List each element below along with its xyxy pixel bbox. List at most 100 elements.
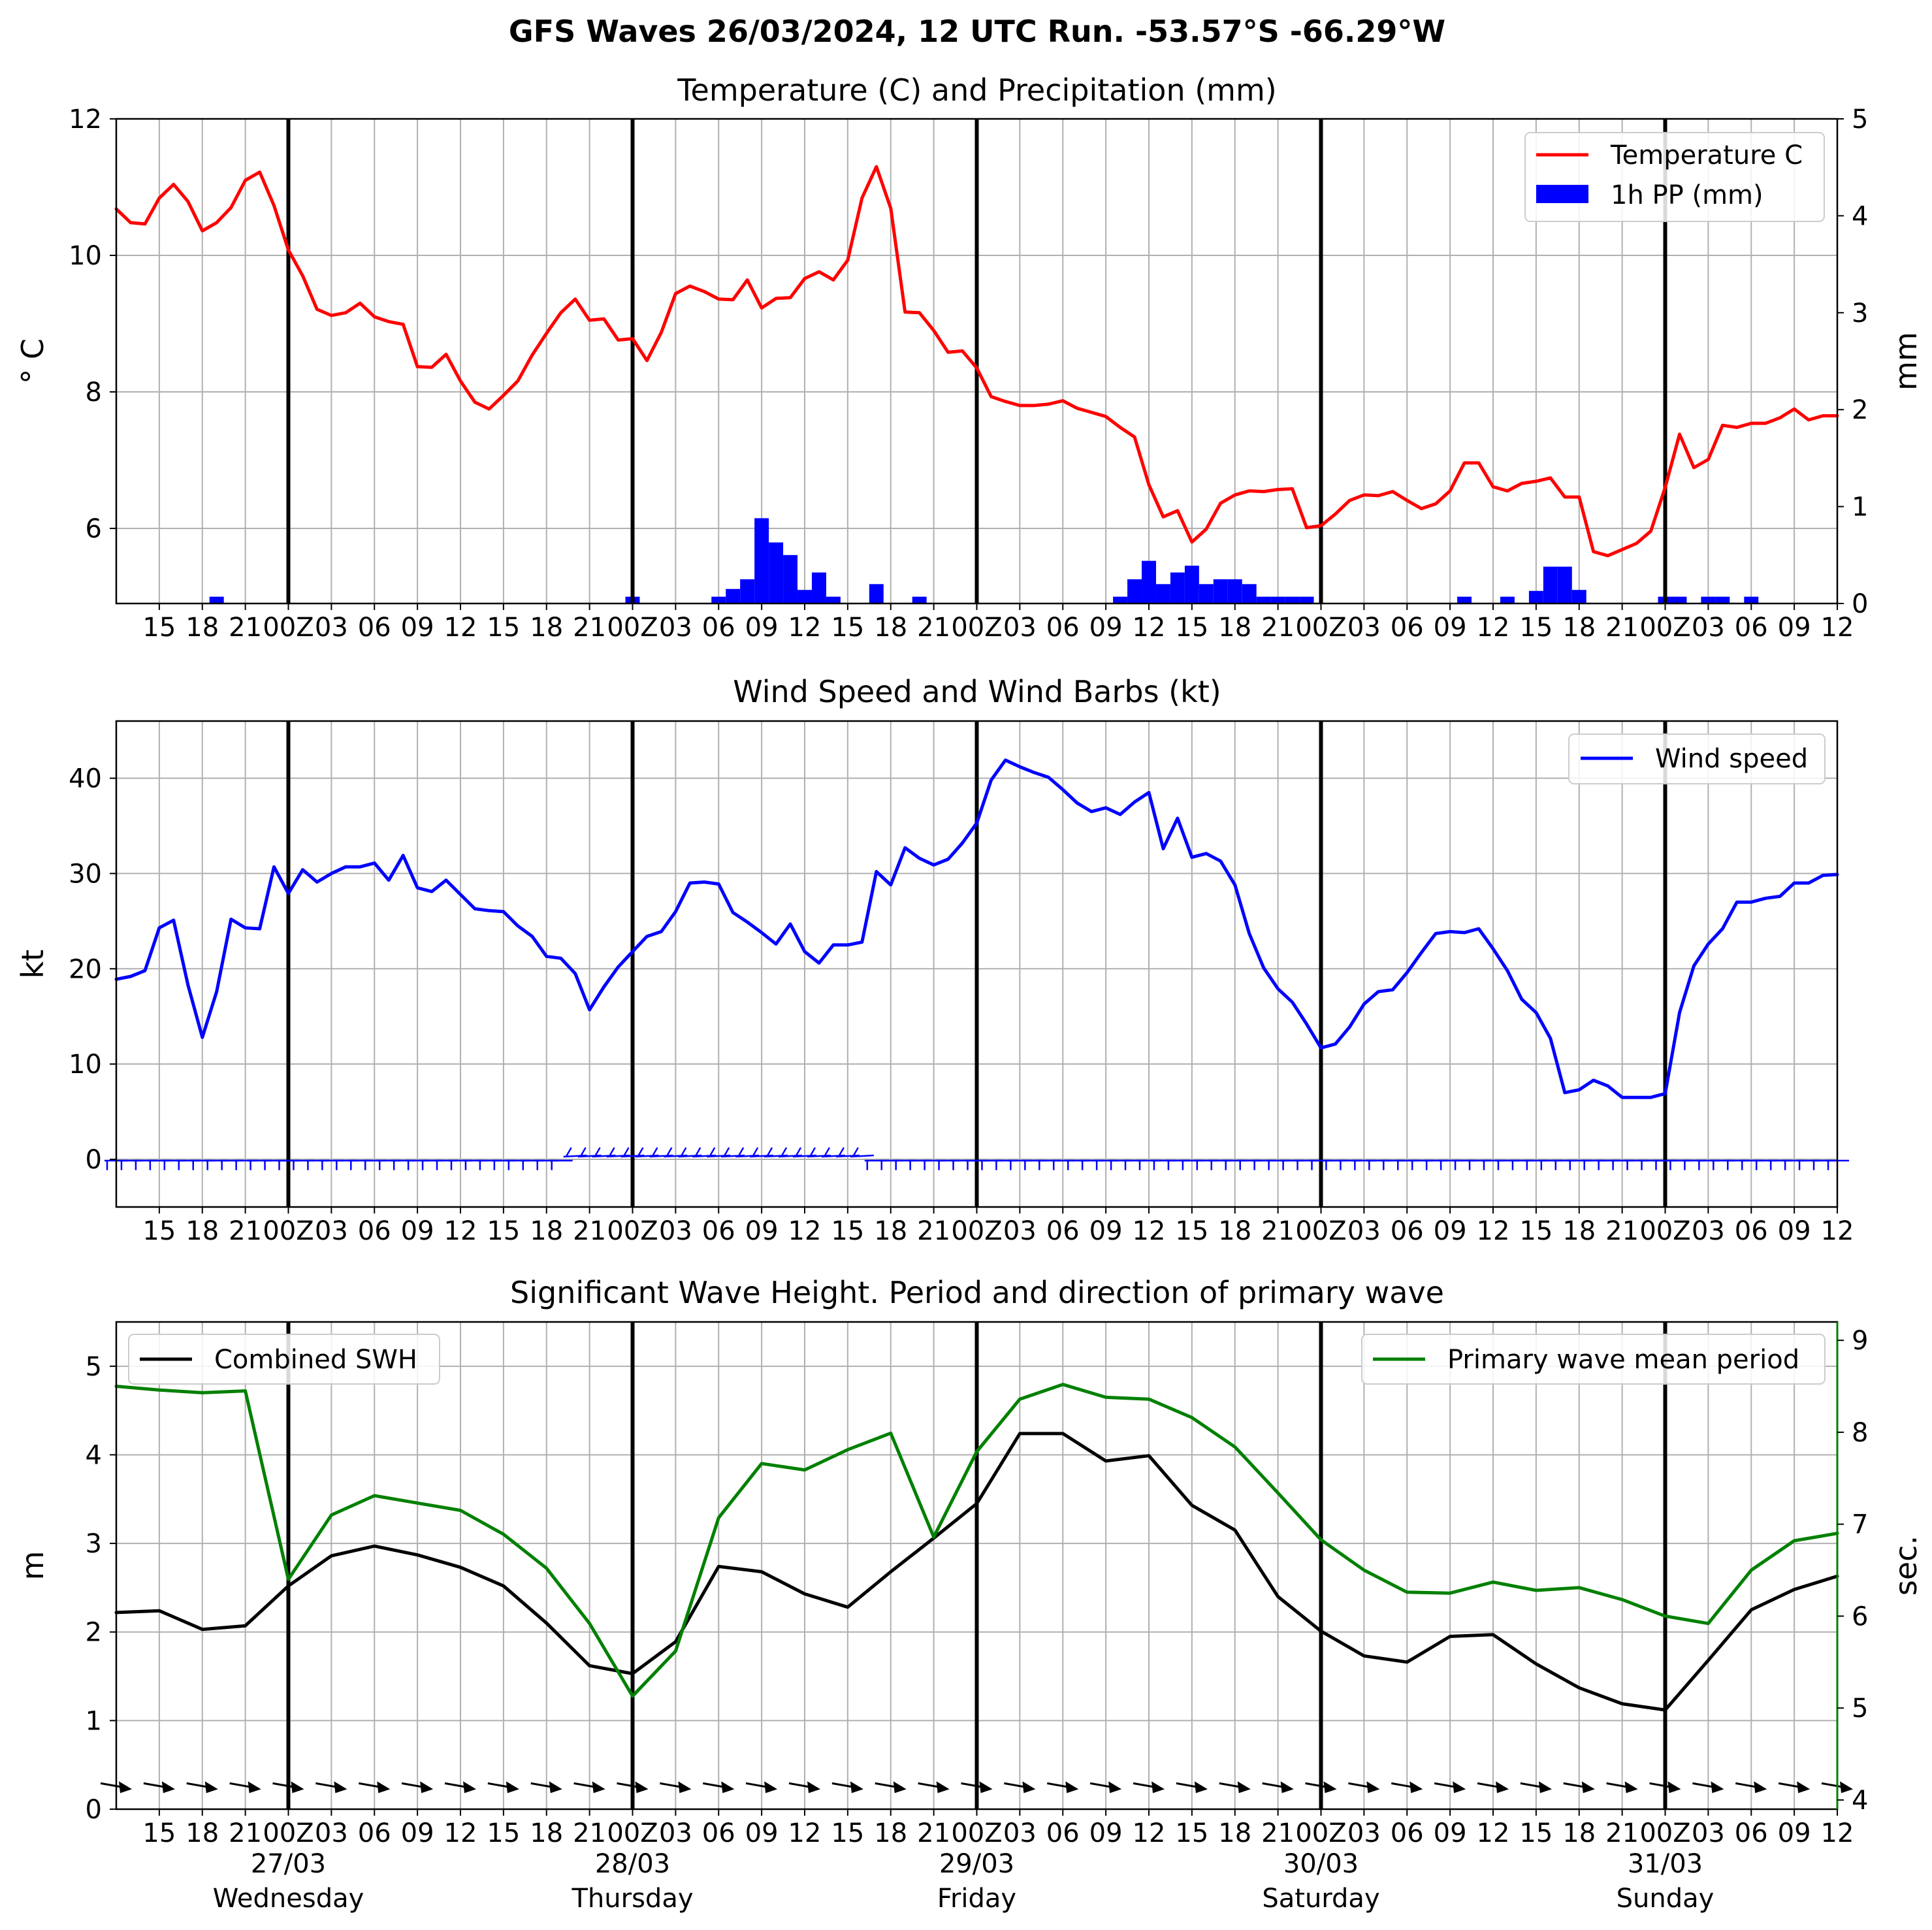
precip-bar: [1715, 596, 1730, 603]
y2-tick-label: 4: [1852, 1786, 1868, 1816]
wave-arrow-head: [979, 1781, 993, 1793]
x-tick-label: 15: [831, 1216, 864, 1246]
precip-bar: [754, 518, 769, 603]
wave-arrow-head: [204, 1781, 218, 1793]
y-tick-label: 6: [86, 514, 102, 544]
x-tick-label: 09: [745, 1818, 779, 1848]
period-line: [114, 1383, 1839, 1698]
day-date-label: 28/03: [595, 1849, 670, 1879]
x-tick-label: 18: [530, 1216, 563, 1246]
wave-arrow-head: [764, 1781, 778, 1793]
x-tick-label: 03: [315, 1818, 348, 1848]
x-tick-label: 15: [487, 1216, 520, 1246]
wind-barb-flag: [565, 1147, 572, 1157]
wave-arrow-shaft: [1262, 1782, 1285, 1788]
wave-arrow-head: [936, 1781, 950, 1793]
precip-bar: [1285, 596, 1300, 603]
y-tick-label: 10: [69, 241, 102, 271]
wind-barb-flag: [680, 1147, 687, 1157]
y-tick-label: 1: [86, 1706, 102, 1736]
x-tick-label: 00Z: [263, 1216, 314, 1246]
wave-arrow-head: [334, 1781, 347, 1793]
legend-wind-label: Wind speed: [1655, 744, 1808, 774]
wave-arrow-head: [1797, 1781, 1811, 1793]
x-tick-label: 03: [659, 1216, 692, 1246]
wave-arrow-head: [721, 1781, 735, 1793]
panel-title: Temperature (C) and Precipitation (mm): [677, 72, 1276, 108]
precip-bar: [711, 596, 726, 603]
precip-bar: [1543, 566, 1558, 603]
x-tick-label: 12: [444, 613, 477, 643]
wave-arrow-shaft: [143, 1782, 167, 1788]
legend-box: [1568, 733, 1826, 784]
wind-barb-flag: [765, 1147, 773, 1157]
swh-line: [114, 1432, 1839, 1712]
wave-arrow-shaft: [444, 1782, 468, 1788]
y-axis-label: kt: [15, 950, 50, 979]
x-tick-label: 15: [1519, 1818, 1553, 1848]
legend-temperature-label: Temperature C: [1610, 140, 1803, 170]
x-tick-label: 15: [142, 1818, 176, 1848]
x-tick-label: 18: [874, 1216, 907, 1246]
wave-arrow-shaft: [1563, 1782, 1586, 1788]
wave-arrow-shaft: [831, 1782, 855, 1788]
x-tick-label: 06: [702, 613, 735, 643]
legend-precip-swatch: [1536, 185, 1588, 203]
x-tick-label: 06: [358, 1216, 391, 1246]
x-tick-label: 12: [1821, 1818, 1854, 1848]
wind-barb-flag: [709, 1147, 716, 1157]
x-tick-label: 09: [1089, 1216, 1123, 1246]
wave-arrow-head: [678, 1781, 692, 1793]
day-weekday-label: Sunday: [1617, 1884, 1715, 1914]
y-tick-label: 8: [86, 378, 102, 408]
wave-arrow-head: [1108, 1781, 1122, 1793]
day-date-label: 30/03: [1283, 1849, 1359, 1879]
x-tick-label: 03: [1692, 613, 1725, 643]
wave-arrow-shaft: [1520, 1782, 1543, 1788]
precip-bar: [811, 572, 826, 603]
y-tick-label: 5: [86, 1352, 102, 1382]
y-tick-label: 10: [69, 1050, 102, 1080]
x-tick-label: 18: [185, 1818, 219, 1848]
wave-arrow-shaft: [1434, 1782, 1457, 1788]
x-tick-label: 09: [745, 1216, 779, 1246]
y2-tick-label: 3: [1852, 298, 1868, 329]
precip-bar: [1127, 579, 1142, 603]
x-tick-label: 12: [788, 1216, 822, 1246]
x-tick-label: 09: [1089, 1818, 1123, 1848]
wind-barb-flag: [694, 1147, 701, 1157]
x-tick-label: 06: [1391, 613, 1424, 643]
legend-box: [128, 1334, 440, 1385]
x-tick-label: 12: [1477, 613, 1510, 643]
x-tick-label: 21: [229, 1216, 262, 1246]
legend-box: [1524, 132, 1825, 222]
precip-bar: [1142, 560, 1156, 603]
y2-tick-label: 1: [1852, 492, 1868, 523]
x-tick-label: 03: [1347, 1216, 1381, 1246]
precip-bar: [1744, 596, 1759, 603]
x-tick-label: 18: [1218, 613, 1251, 643]
x-tick-label: 06: [1735, 1216, 1768, 1246]
wave-arrow-shaft: [1046, 1782, 1070, 1788]
x-tick-label: 21: [917, 1818, 950, 1848]
y-tick-label: 3: [86, 1529, 102, 1559]
x-tick-label: 21: [573, 1818, 606, 1848]
x-tick-label: 00Z: [1639, 613, 1690, 643]
legend-precip-label: 1h PP (mm): [1611, 180, 1763, 210]
y2-tick-label: 2: [1852, 395, 1868, 425]
wind-barb-flag: [780, 1147, 788, 1157]
wave-arrow-shaft: [788, 1782, 812, 1788]
x-tick-label: 15: [1519, 613, 1553, 643]
axes-border: [115, 118, 1839, 605]
x-tick-label: 15: [142, 613, 176, 643]
wind-barb-flag: [622, 1147, 630, 1157]
x-tick-label: 00Z: [1295, 1216, 1346, 1246]
wave-arrow-head: [1754, 1781, 1767, 1793]
wave-arrow-head: [1323, 1781, 1337, 1793]
y2-axis-label: mm: [1888, 332, 1924, 391]
temperature-precip-panel: Temperature (C) and Precipitation (mm) 15…: [15, 72, 1924, 643]
wave-arrow-shaft: [315, 1782, 338, 1788]
wave-arrow-shaft: [1004, 1782, 1027, 1788]
